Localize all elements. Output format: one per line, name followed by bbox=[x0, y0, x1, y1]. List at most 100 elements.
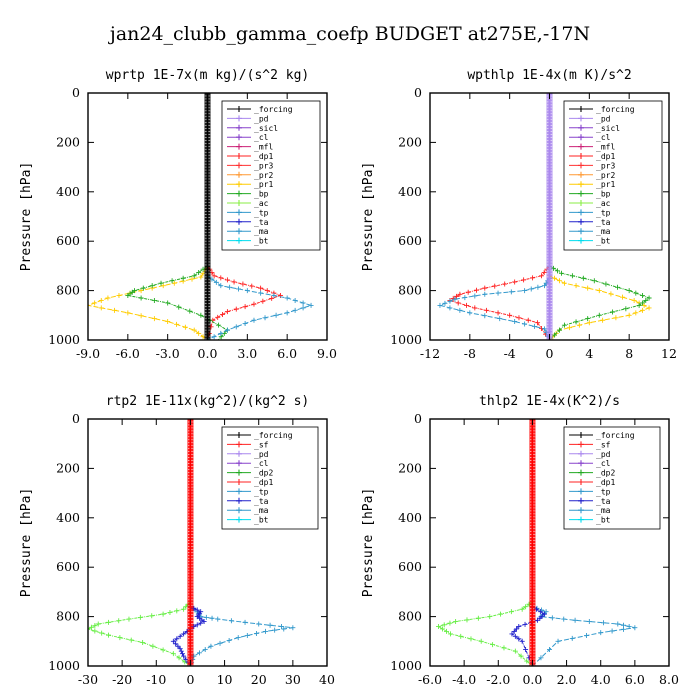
centre-marker bbox=[187, 579, 194, 585]
series-point-tp bbox=[273, 312, 279, 318]
centre-marker bbox=[529, 597, 536, 603]
centre-marker bbox=[187, 431, 194, 437]
legend-swatch-marker bbox=[578, 106, 584, 112]
centre-marker bbox=[546, 286, 553, 292]
x-tick-label: -6.0 bbox=[116, 346, 140, 361]
centre-marker bbox=[204, 312, 211, 318]
centre-marker bbox=[187, 644, 194, 650]
series-point-ta bbox=[181, 653, 187, 659]
series-point-dp1 bbox=[231, 279, 237, 285]
series-point-dp1 bbox=[516, 315, 522, 321]
series-point-pr1 bbox=[600, 317, 606, 323]
series-point-tp bbox=[538, 655, 544, 661]
x-tick-label: -12 bbox=[420, 346, 440, 361]
centre-marker bbox=[529, 449, 536, 455]
legend: _forcing_pd_sicl_cl_mfl_dp1_pr3_pr2_pr1_… bbox=[563, 100, 663, 251]
centre-marker bbox=[546, 292, 553, 297]
legend-entry-label: _forcing bbox=[596, 105, 635, 114]
series-point-ta bbox=[516, 636, 522, 642]
centre-marker bbox=[204, 114, 211, 120]
series-point-tp bbox=[242, 321, 248, 327]
y-tick-label: 600 bbox=[398, 233, 422, 248]
x-tick-label: 4.0 bbox=[591, 672, 611, 687]
series-point-tp bbox=[495, 290, 501, 296]
series-point-dp1 bbox=[468, 636, 474, 642]
series-point-tp bbox=[615, 621, 621, 627]
centre-marker bbox=[546, 253, 553, 259]
series-point-pr1 bbox=[174, 321, 180, 327]
series-point-pr1 bbox=[171, 280, 177, 286]
legend-entry-label: _pr2 bbox=[254, 171, 273, 180]
centre-marker bbox=[529, 514, 536, 520]
centre-marker bbox=[187, 564, 194, 570]
legend-entry-label: _dp1 bbox=[596, 478, 615, 487]
centre-marker bbox=[187, 600, 194, 606]
legend-swatch-marker bbox=[578, 450, 584, 457]
centre-marker bbox=[204, 206, 211, 211]
chart-panel-3: rtp2 1E-11x(kg^2)/(kg^2 s) Pressure [hPa]… bbox=[19, 394, 335, 687]
x-tick-label: 10 bbox=[217, 672, 233, 687]
centre-marker bbox=[546, 176, 553, 182]
series-point-bp bbox=[125, 293, 131, 299]
series-point-bp bbox=[158, 280, 164, 286]
series-point-dp1 bbox=[218, 275, 224, 281]
series-point-bp bbox=[138, 295, 144, 301]
centre-marker bbox=[529, 600, 536, 606]
centre-marker bbox=[204, 292, 211, 297]
legend-swatch-marker bbox=[236, 134, 242, 141]
series-point-bp bbox=[633, 290, 639, 296]
centre-marker bbox=[529, 502, 536, 508]
centre-marker bbox=[546, 309, 553, 315]
legend-entry-label: _pd bbox=[254, 450, 269, 459]
centre-marker bbox=[187, 567, 194, 573]
series-point-tp bbox=[218, 283, 224, 289]
series-point-tp bbox=[601, 620, 607, 626]
centre-marker bbox=[546, 149, 553, 155]
centre-marker bbox=[187, 502, 194, 508]
series-point-tp bbox=[233, 324, 239, 330]
series-point-pr1 bbox=[112, 307, 118, 313]
centre-marker bbox=[187, 452, 194, 457]
centre-marker bbox=[204, 215, 211, 220]
series-point-dp1 bbox=[518, 653, 524, 659]
series-point-dp1 bbox=[458, 633, 464, 639]
legend-entry-label: _ta bbox=[596, 497, 611, 506]
series-point-pr1 bbox=[165, 318, 171, 324]
legend-swatch-marker bbox=[578, 237, 584, 244]
centre-marker bbox=[546, 209, 553, 214]
centre-marker bbox=[204, 318, 211, 324]
series-point-bp bbox=[187, 308, 193, 314]
legend-box bbox=[563, 100, 663, 251]
series-point-ta bbox=[535, 617, 541, 623]
series-point-tp bbox=[209, 615, 215, 621]
centre-marker bbox=[529, 544, 536, 549]
series-point-bp bbox=[149, 283, 155, 289]
series-point-pr1 bbox=[92, 300, 98, 306]
series-point-tp bbox=[202, 647, 208, 653]
series-point-dp1 bbox=[483, 307, 489, 313]
centre-marker bbox=[204, 238, 211, 244]
series-point-dp1 bbox=[526, 601, 532, 607]
series-point-dp1 bbox=[208, 324, 214, 330]
centre-marker bbox=[529, 650, 536, 656]
centre-marker bbox=[546, 185, 553, 191]
centre-marker bbox=[529, 443, 536, 449]
centre-marker bbox=[187, 490, 194, 496]
legend-entry-label: _mfl bbox=[254, 143, 273, 152]
x-tick-label: -6.0 bbox=[418, 672, 442, 687]
series-point-dp1 bbox=[523, 604, 529, 610]
centre-marker bbox=[546, 170, 553, 176]
series-point-dp1 bbox=[176, 655, 182, 661]
centre-marker bbox=[529, 591, 536, 597]
legend-swatch-marker bbox=[236, 124, 242, 131]
y-tick-label: 400 bbox=[56, 184, 80, 199]
series-point-dp1 bbox=[465, 289, 471, 295]
x-tick-label: -2.0 bbox=[486, 672, 510, 687]
series-point-ta bbox=[173, 641, 179, 647]
series-point-tp bbox=[290, 625, 296, 631]
legend-entry-label: _tp bbox=[596, 487, 611, 496]
series-point-tp bbox=[308, 302, 314, 308]
centre-marker bbox=[204, 250, 211, 256]
series-point-tp bbox=[228, 618, 234, 624]
legend-entry-label: _pr3 bbox=[596, 161, 615, 170]
